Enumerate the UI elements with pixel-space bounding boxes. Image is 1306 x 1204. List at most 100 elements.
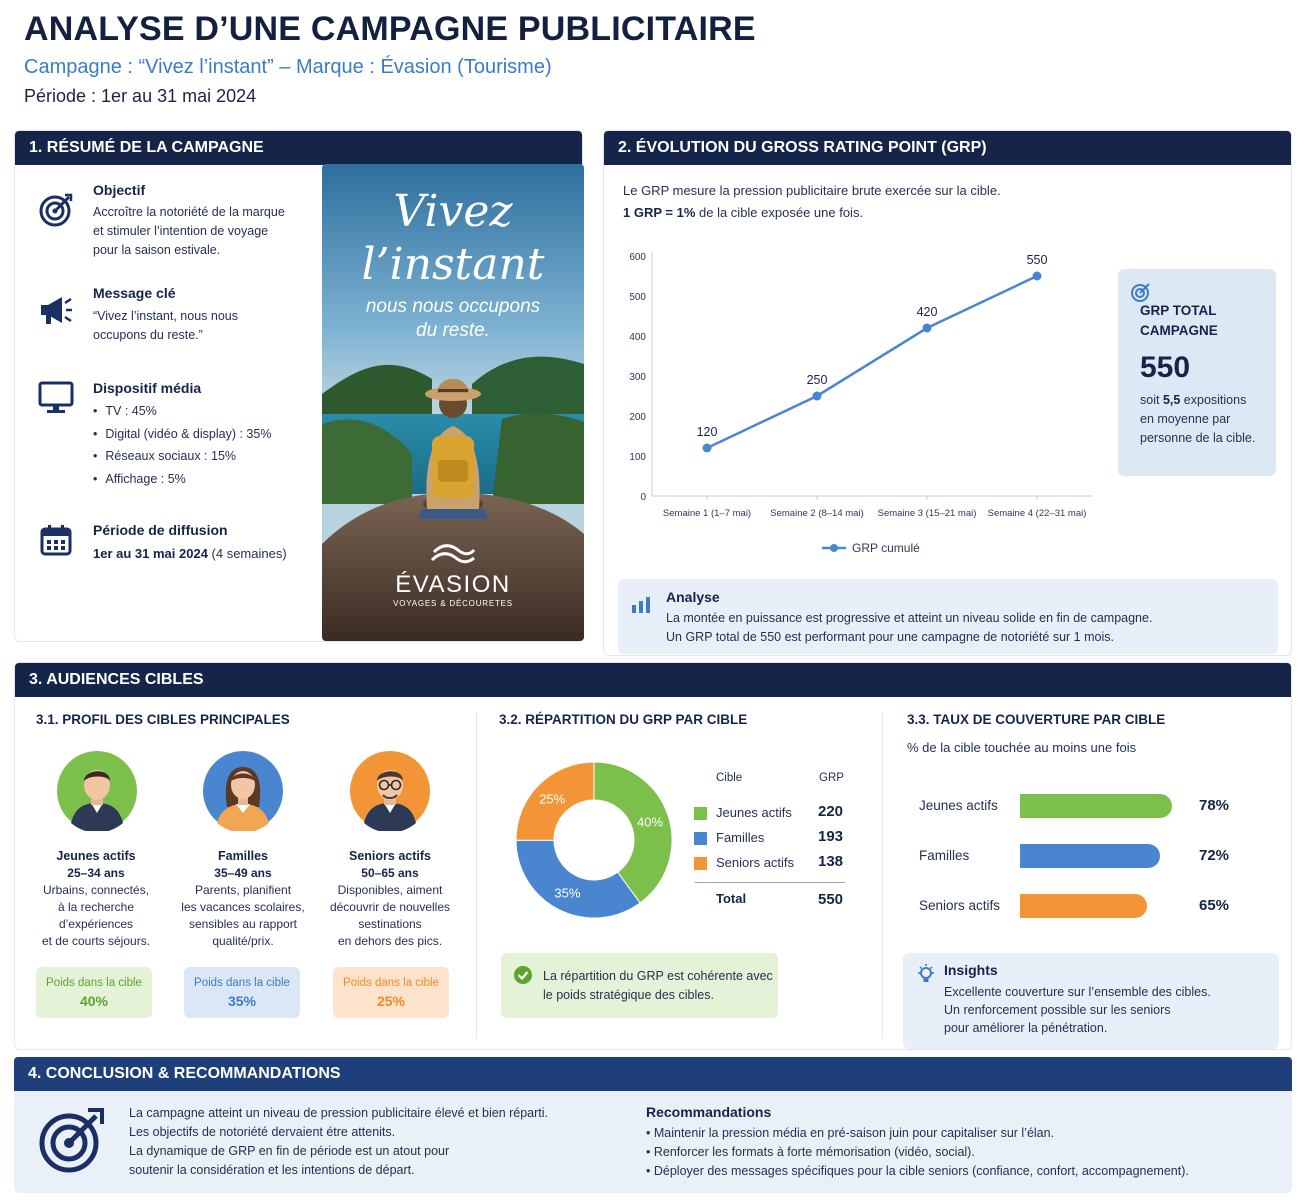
legend-row: Jeunes actifs 220	[692, 802, 852, 824]
media-item: Réseaux sociaux : 15%	[93, 445, 271, 468]
profile-age: 35–49 ans	[214, 866, 272, 880]
slice-percent-label: 40%	[637, 815, 663, 830]
profile-desc: et de courts séjours.	[41, 934, 151, 948]
data-label: 120	[697, 425, 718, 439]
campaign-period: Période : 1er au 31 mai 2024	[24, 86, 257, 106]
objective-line: et stimuler l’intention de voyage	[93, 224, 269, 238]
reco-item-text: Renforcer les formats à forte mémorisati…	[653, 1145, 975, 1159]
legend-label: Jeunes actifs	[716, 805, 792, 820]
reco-list: • Maintenir la pression média en pré-sai…	[646, 1124, 1189, 1181]
coverage-value-label: 72%	[1199, 847, 1230, 864]
insights-box: Insights Excellente couverture sur l’ens…	[903, 953, 1279, 1049]
analysis-line-2: Un GRP total de 550 est performant pour …	[666, 630, 1114, 644]
section-4-header: 4. CONCLUSION & RECOMMANDATIONS	[14, 1057, 1292, 1091]
wave-logo-icon	[430, 544, 476, 564]
insights-line: Excellente couverture sur l’ensemble des…	[944, 985, 1211, 999]
reco-item-text: Maintenir la pression média en pré-saiso…	[653, 1126, 1055, 1140]
analysis-title: Analyse	[666, 589, 720, 605]
legend-label: GRP cumulé	[852, 541, 920, 555]
poster-headline-1: Vivez	[393, 186, 513, 237]
legend-marker	[830, 544, 838, 552]
profile-senior: Seniors actifs 50–65 ans Disponibles, ai…	[320, 848, 460, 950]
coverage-bar	[1020, 794, 1172, 818]
grp-total-desc-pre: soit	[1140, 393, 1163, 407]
diffusion-title: Période de diffusion	[93, 522, 228, 538]
split-total-label: Total	[716, 891, 747, 906]
insights-line: pour améliorer la pénétration.	[944, 1021, 1108, 1035]
data-point	[702, 443, 712, 453]
grp-total-desc-post: expositions	[1180, 393, 1247, 407]
profile-family: Familles 35–49 ans Parents, planifient l…	[171, 848, 315, 950]
x-tick-label: Semaine 3 (15–21 mai)	[878, 508, 977, 519]
weight-value: 40%	[79, 993, 109, 1009]
profile-name: Familles	[217, 849, 269, 863]
analysis-line-1: La montée en puissance est progressive e…	[666, 611, 1153, 625]
profile-desc: découvrir de nouvelles	[329, 900, 451, 914]
check-circle-icon	[513, 965, 533, 985]
profile-desc: sensibles au rapport	[188, 917, 298, 931]
coverage-subtitle: % de la cible touchée au moins une fois	[907, 740, 1137, 755]
profile-desc: qualité/prix.	[212, 934, 274, 948]
coverage-value-label: 78%	[1199, 797, 1230, 814]
reco-item: • Renforcer les formats à forte mémorisa…	[646, 1145, 975, 1159]
grp-line-chart: 0 100 200 300 400 500 600 Semaine 1 (1–7 mai) Se…	[629, 252, 1092, 555]
grp-intro: Le GRP mesure la pression publicitaire b…	[623, 180, 1001, 224]
legend-swatch	[694, 807, 707, 820]
y-tick-label: 600	[629, 252, 646, 263]
target-icon	[1130, 281, 1152, 303]
x-tick-label: Semaine 4 (22–31 mai)	[988, 508, 1087, 519]
campaign-poster: Vivez l’instant nous nous occupons du re…	[322, 164, 584, 641]
grp-total-label-1: GRP TOTAL	[1140, 303, 1217, 318]
insights-title: Insights	[944, 962, 998, 978]
grp-definition-rest: de la cible exposée une fois.	[695, 205, 864, 220]
split-title: 3.2. RÉPARTITION DU GRP PAR CIBLE	[499, 712, 748, 727]
message-title: Message clé	[93, 285, 176, 301]
section-2-header: 2. ÉVOLUTION DU GROSS RATING POINT (GRP)	[604, 131, 1291, 165]
bar-chart-icon	[630, 593, 652, 615]
monitor-icon	[38, 381, 74, 415]
series-line	[706, 274, 1038, 450]
reco-title: Recommandations	[646, 1104, 772, 1120]
conclusion-line: La campagne atteint un niveau de pressio…	[129, 1106, 549, 1120]
legend-row: Seniors actifs 138	[692, 852, 852, 874]
grp-total-exposures: 5,5	[1162, 393, 1181, 407]
profile-desc: Disponibles, aiment	[337, 883, 443, 897]
profile-name: Seniors actifs	[349, 849, 431, 863]
analysis-text: La montée en puissance est progressive e…	[666, 609, 1152, 647]
data-label: 420	[917, 305, 938, 319]
target-arrow-icon	[38, 1106, 106, 1174]
objective-line: Accroître la notoriété de la marque	[93, 205, 285, 219]
coverage-value-label: 65%	[1199, 897, 1230, 914]
diffusion-duration: (4 semaines)	[207, 546, 287, 561]
weight-value: 35%	[227, 993, 257, 1009]
coverage-title: 3.3. TAUX DE COUVERTURE PAR CIBLE	[907, 712, 1166, 727]
divider	[882, 712, 883, 1038]
grp-total-desc-2: en moyenne par	[1140, 412, 1231, 426]
media-title: Dispositif média	[93, 380, 202, 396]
coverage-bar-chart: Jeunes actifs 78% Familles 72% Seniors actif…	[905, 780, 1265, 930]
diffusion-dates: 1er au 31 mai 2024	[93, 546, 208, 561]
campaign-subtitle: Campagne : “Vivez l’instant” – Marque : …	[24, 56, 552, 78]
weight-value: 25%	[376, 993, 406, 1009]
conclusion-card: 4. CONCLUSION & RECOMMANDATIONS	[14, 1057, 1292, 1193]
legend-label: Seniors actifs	[716, 855, 795, 870]
reco-item: • Déployer des messages spécifiques pour…	[646, 1164, 1189, 1178]
split-note-text: La répartition du GRP est cohérente avec…	[543, 967, 773, 1005]
legend-label: Familles	[716, 830, 765, 845]
megaphone-icon	[38, 294, 74, 326]
coverage-category-label: Jeunes actifs	[919, 798, 998, 813]
objective-line: pour la saison estivale.	[93, 243, 221, 257]
profiles-title: 3.1. PROFIL DES CIBLES PRINCIPALES	[36, 712, 290, 727]
media-list: TV : 45% Digital (vidéo & display) : 35%…	[93, 400, 271, 490]
grp-intro-line-1: Le GRP mesure la pression publicitaire b…	[623, 183, 1001, 198]
grp-total-label-2: CAMPAGNE	[1140, 323, 1218, 338]
legend-value: 138	[818, 853, 844, 870]
section-3-header: 3. AUDIENCES CIBLES	[15, 663, 1291, 697]
coverage-bar	[1020, 894, 1147, 918]
split-note-box: La répartition du GRP est cohérente avec…	[501, 953, 778, 1018]
poster-brand-sub: VOYAGES & DÉCOURETES	[393, 599, 513, 608]
donut-slice	[515, 839, 641, 919]
split-note-line-1: La répartition du GRP est cohérente avec	[543, 969, 773, 983]
profile-desc: les vacances scolaires,	[181, 900, 305, 914]
avatar-young-adult	[57, 751, 137, 833]
